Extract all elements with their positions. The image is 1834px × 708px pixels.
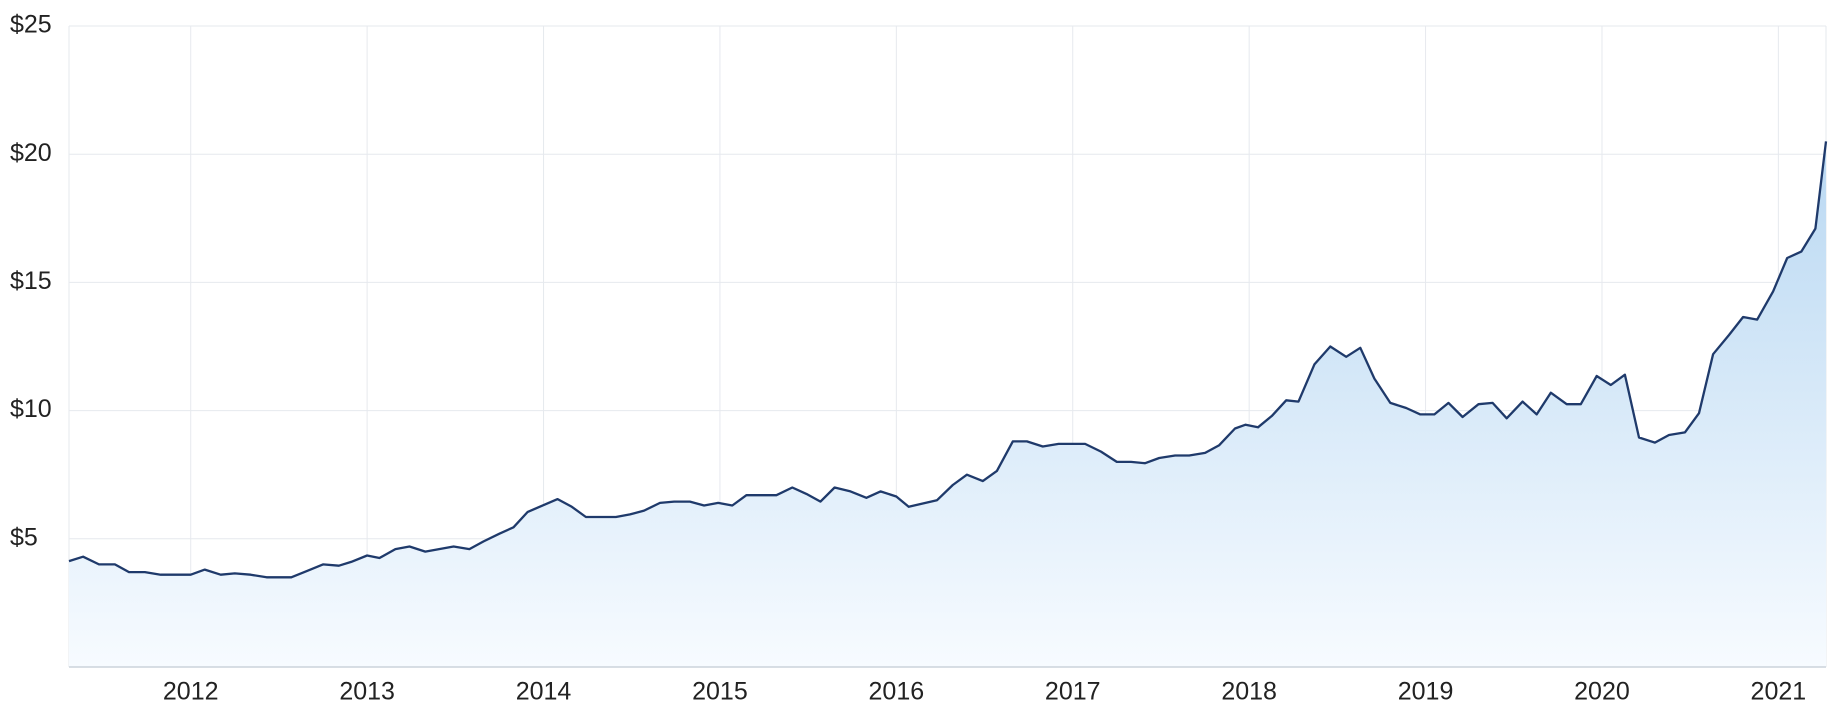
x-tick-label: 2013 xyxy=(339,678,395,706)
x-tick-label: 2020 xyxy=(1574,678,1630,706)
x-tick-label: 2018 xyxy=(1221,678,1277,706)
y-tick-label: $15 xyxy=(10,267,52,295)
price-line xyxy=(68,141,1828,579)
x-tick-label: 2019 xyxy=(1398,678,1454,706)
area-fill xyxy=(69,141,1826,667)
x-tick-label: 2017 xyxy=(1045,678,1101,706)
y-tick-label: $25 xyxy=(10,11,52,39)
x-tick-label: 2015 xyxy=(692,678,748,706)
y-tick-label: $10 xyxy=(10,395,52,423)
y-tick-label: $20 xyxy=(10,139,52,167)
x-tick-label: 2012 xyxy=(163,678,219,706)
x-tick-label: 2016 xyxy=(869,678,925,706)
y-tick-label: $5 xyxy=(10,523,38,551)
x-tick-label: 2014 xyxy=(516,678,572,706)
x-tick-label: 2021 xyxy=(1751,678,1807,706)
